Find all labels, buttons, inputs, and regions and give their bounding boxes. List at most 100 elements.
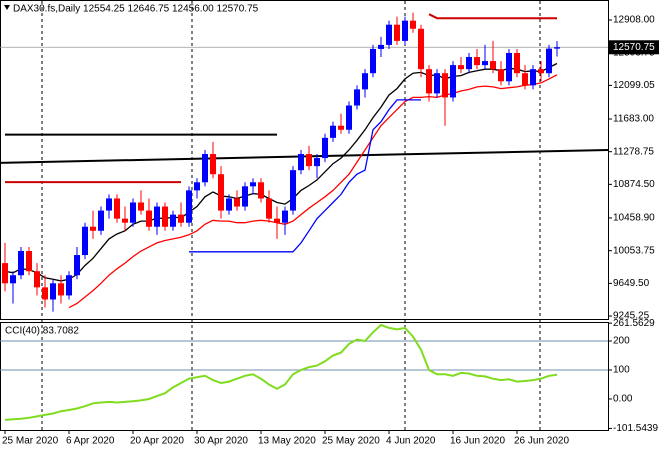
candle-body <box>514 52 520 74</box>
cci-panel <box>0 322 609 431</box>
candle-body <box>154 206 160 227</box>
y-tick-label: 100 <box>613 365 630 376</box>
candle-body <box>218 174 224 211</box>
chart-title: DAX30.fs,Daily 12554.25 12646.75 12456.0… <box>13 4 259 15</box>
x-tick-label: 26 Jun 2020 <box>514 436 569 447</box>
cci-title: CCI(40) 83.7082 <box>5 326 79 337</box>
candle-body <box>258 182 264 199</box>
candle-body <box>386 24 392 45</box>
candle-body <box>10 275 16 284</box>
candle-body <box>530 69 536 86</box>
candle-body <box>330 125 336 138</box>
candle-body <box>426 69 432 94</box>
y-tick-label: 261.5629 <box>613 318 655 329</box>
y-tick-label: 10053.75 <box>613 245 655 256</box>
y-tick-label: 10458.90 <box>613 213 655 224</box>
candle-body <box>314 158 320 167</box>
indicator-line <box>4 62 558 282</box>
y-tick-label: 9649.50 <box>613 278 650 289</box>
candle-body <box>506 52 512 82</box>
candle-body <box>554 47 560 49</box>
y-tick-label: 11683.00 <box>613 114 654 125</box>
x-tick-label: 25 Mar 2020 <box>2 436 59 447</box>
x-tick-label: 13 May 2020 <box>258 436 316 447</box>
x-tick-label: 16 Jun 2020 <box>450 436 505 447</box>
candle-body <box>450 65 456 98</box>
candle-body <box>338 125 344 130</box>
candle-body <box>434 73 440 94</box>
candle-body <box>146 210 152 227</box>
candle-body <box>114 198 120 219</box>
y-tick-label: 12908.00 <box>613 15 655 26</box>
candle-body <box>282 210 288 223</box>
candle-body <box>130 202 136 223</box>
candle-body <box>378 44 384 49</box>
candle-body <box>34 271 40 288</box>
candle-body <box>306 154 312 167</box>
title-icon <box>4 5 10 10</box>
candle-body <box>346 105 352 130</box>
candle-body <box>82 226 88 256</box>
candle-body <box>362 73 368 90</box>
candle-body <box>418 28 424 70</box>
x-tick-label: 6 Apr 2020 <box>66 436 115 447</box>
candle-body <box>250 182 256 187</box>
candle-body <box>370 48 376 74</box>
x-tick-label: 4 Jun 2020 <box>386 436 436 447</box>
candle-body <box>354 89 360 106</box>
x-tick-label: 25 May 2020 <box>322 436 380 447</box>
candle-body <box>106 198 112 211</box>
candle-body <box>170 214 176 227</box>
candle-body <box>26 250 32 272</box>
candle-body <box>490 61 496 70</box>
candle-body <box>178 214 184 223</box>
candle-body <box>162 206 168 227</box>
y-tick-label: 200 <box>613 336 630 347</box>
candle-body <box>90 226 96 231</box>
candle-body <box>322 137 328 159</box>
candle-body <box>202 154 208 183</box>
candle-body <box>290 170 296 211</box>
candle-body <box>98 210 104 231</box>
indicator-line <box>428 13 557 20</box>
candle-body <box>226 198 232 211</box>
current-price-box <box>609 40 659 55</box>
candle-body <box>394 24 400 41</box>
candle-body <box>274 218 280 223</box>
candle-body <box>74 255 80 276</box>
candle-body <box>18 250 24 276</box>
candle-body <box>466 57 472 70</box>
y-tick-label: 0.00 <box>613 394 633 405</box>
candle-body <box>498 69 504 82</box>
candle-body <box>66 275 72 296</box>
candle-body <box>58 283 64 296</box>
candle-body <box>210 154 216 175</box>
current-price-label: 12570.75 <box>613 42 655 53</box>
candle-body <box>402 20 408 41</box>
x-tick-label: 20 Apr 2020 <box>130 436 184 447</box>
candle-body <box>50 283 56 300</box>
candle-body <box>410 20 416 29</box>
candle-body <box>42 287 48 300</box>
y-tick-label: 9245.25 <box>613 311 650 322</box>
indicator-line <box>189 99 421 253</box>
x-tick-label: 30 Apr 2020 <box>194 436 248 447</box>
cci-line <box>4 323 558 421</box>
y-tick-label: 12099.05 <box>613 80 655 91</box>
candle-body <box>546 48 552 74</box>
candle-body <box>234 198 240 207</box>
candle-body <box>266 198 272 219</box>
candle-body <box>522 73 528 86</box>
candle-body <box>186 190 192 223</box>
candle-body <box>538 69 544 74</box>
candle-body <box>474 57 480 66</box>
candle-body <box>138 202 144 211</box>
candle-body <box>242 186 248 207</box>
y-tick-label: 11278.75 <box>613 146 654 157</box>
candle-body <box>458 65 464 70</box>
candle-body <box>442 73 448 98</box>
indicator-line <box>68 74 558 309</box>
candle-body <box>122 218 128 223</box>
y-tick-label: -101.5439 <box>613 423 658 434</box>
